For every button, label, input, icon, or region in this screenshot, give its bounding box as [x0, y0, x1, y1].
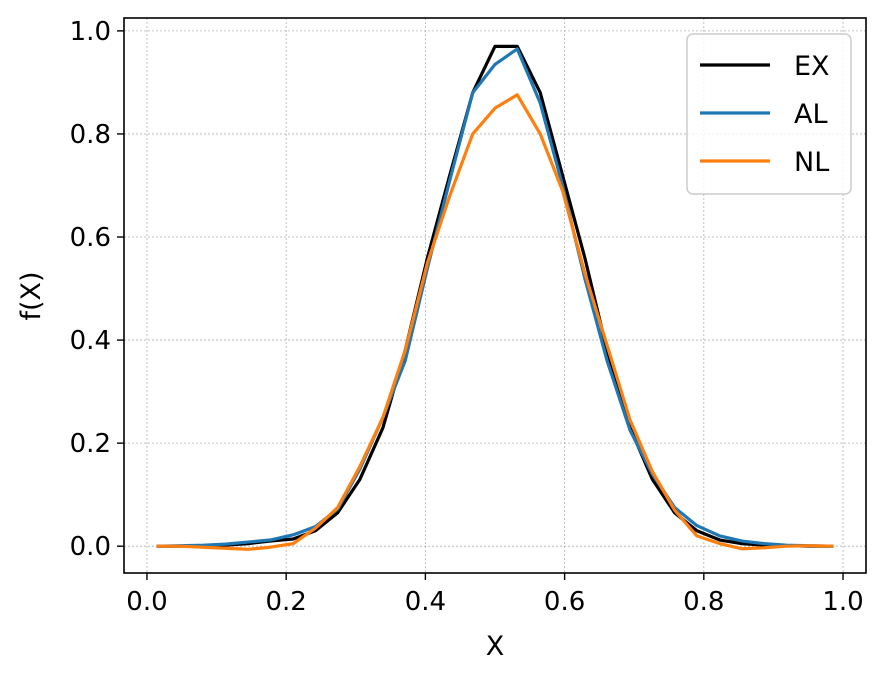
legend-label-ex: EX — [794, 51, 830, 82]
y-tick-label: 0.0 — [70, 532, 111, 562]
y-tick-label: 0.8 — [70, 120, 111, 150]
legend-label-nl: NL — [794, 147, 829, 178]
y-tick-label: 1.0 — [70, 17, 111, 47]
legend: EX AL NL — [686, 33, 852, 195]
y-tick-label: 0.6 — [70, 223, 111, 253]
x-axis-label: X — [486, 631, 505, 662]
x-tick-label: 0.8 — [683, 587, 724, 617]
series-lines — [156, 44, 834, 551]
x-tick-label: 0.2 — [266, 587, 307, 617]
x-tick-label: 0.0 — [126, 587, 167, 617]
series-line-nl — [156, 93, 834, 551]
x-tick-label: 0.4 — [405, 587, 446, 617]
plot-frame — [123, 17, 867, 574]
y-tick-label: 0.2 — [70, 429, 111, 459]
legend-label-al: AL — [794, 99, 828, 130]
x-tick-label: 0.6 — [544, 587, 585, 617]
x-tick-label: 1.0 — [822, 587, 863, 617]
y-axis-label: f(X) — [16, 271, 47, 320]
axis-ticks: 0.0 0.2 0.4 0.6 0.8 1.0 0.0 0.2 0.4 0.6 0.8 1.0 — [70, 17, 864, 617]
y-tick-label: 0.4 — [70, 326, 111, 356]
series-line-al — [156, 47, 834, 548]
